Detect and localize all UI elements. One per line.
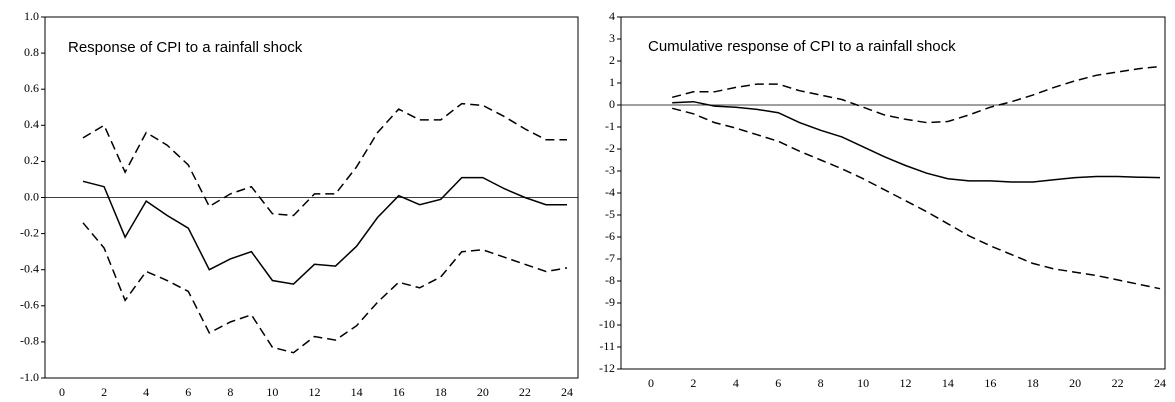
y-tick-label: 0.0 xyxy=(24,189,39,203)
y-tick-label: 4 xyxy=(609,9,615,23)
y-tick-label: 3 xyxy=(609,31,615,45)
x-tick-label: 6 xyxy=(185,385,191,399)
x-tick-label: 2 xyxy=(690,376,696,390)
y-tick-label: 0.6 xyxy=(24,81,39,95)
x-tick-label: 22 xyxy=(1112,376,1124,390)
line-series xyxy=(672,100,1161,183)
y-tick-label: -5 xyxy=(605,207,615,221)
x-tick-label: 4 xyxy=(143,385,149,399)
y-tick-label: -6 xyxy=(605,229,615,243)
y-tick-label: 0 xyxy=(609,97,615,111)
chart-title: Response of CPI to a rainfall shock xyxy=(68,39,303,56)
plot-frame xyxy=(620,16,1166,370)
x-tick-label: 8 xyxy=(227,385,233,399)
x-tick-label: 12 xyxy=(900,376,912,390)
line-series xyxy=(82,222,568,354)
y-tick-label: -3 xyxy=(605,163,615,177)
x-tick-label: 16 xyxy=(393,385,405,399)
y-tick-label: -7 xyxy=(605,251,615,265)
y-tick-label: -1 xyxy=(605,119,615,133)
y-tick-label: 0.8 xyxy=(24,45,39,59)
line-series xyxy=(672,107,1161,290)
x-tick-label: 8 xyxy=(818,376,824,390)
x-tick-label: 18 xyxy=(435,385,447,399)
y-tick-label: -11 xyxy=(599,339,615,353)
y-tick-label: -0.4 xyxy=(20,261,39,275)
x-tick-label: 18 xyxy=(1027,376,1039,390)
x-tick-label: 16 xyxy=(984,376,996,390)
y-tick-label: -12 xyxy=(599,361,615,375)
y-tick-label: 1.0 xyxy=(24,9,39,23)
x-tick-label: 14 xyxy=(351,385,363,399)
x-tick-label: 4 xyxy=(733,376,739,390)
x-tick-label: 0 xyxy=(648,376,654,390)
x-tick-label: 14 xyxy=(942,376,954,390)
y-tick-label: -8 xyxy=(605,273,615,287)
y-tick-label: -4 xyxy=(605,185,615,199)
chart-title: Cumulative response of CPI to a rainfall… xyxy=(648,38,956,55)
y-tick-label: 0.4 xyxy=(24,117,39,131)
line-series xyxy=(82,102,567,217)
line-series xyxy=(672,65,1161,124)
x-tick-label: 6 xyxy=(775,376,781,390)
y-tick-label: -10 xyxy=(599,317,615,331)
x-tick-label: 2 xyxy=(101,385,107,399)
y-tick-label: -1.0 xyxy=(20,370,39,384)
y-tick-label: 1 xyxy=(609,75,615,89)
x-tick-label: 24 xyxy=(1154,376,1166,390)
x-tick-label: 0 xyxy=(59,385,65,399)
line-series xyxy=(82,176,567,285)
y-tick-label: -0.2 xyxy=(20,225,39,239)
y-tick-label: 2 xyxy=(609,53,615,67)
x-tick-label: 22 xyxy=(519,385,531,399)
y-tick-label: -2 xyxy=(605,141,615,155)
x-tick-label: 20 xyxy=(1069,376,1081,390)
x-tick-label: 10 xyxy=(857,376,869,390)
x-tick-label: 20 xyxy=(477,385,489,399)
y-tick-label: -0.8 xyxy=(20,334,39,348)
y-tick-label: -0.6 xyxy=(20,298,39,312)
x-tick-label: 24 xyxy=(561,385,573,399)
y-tick-label: -9 xyxy=(605,295,615,309)
x-tick-label: 12 xyxy=(309,385,321,399)
y-tick-label: 0.2 xyxy=(24,153,39,167)
x-tick-label: 10 xyxy=(266,385,278,399)
